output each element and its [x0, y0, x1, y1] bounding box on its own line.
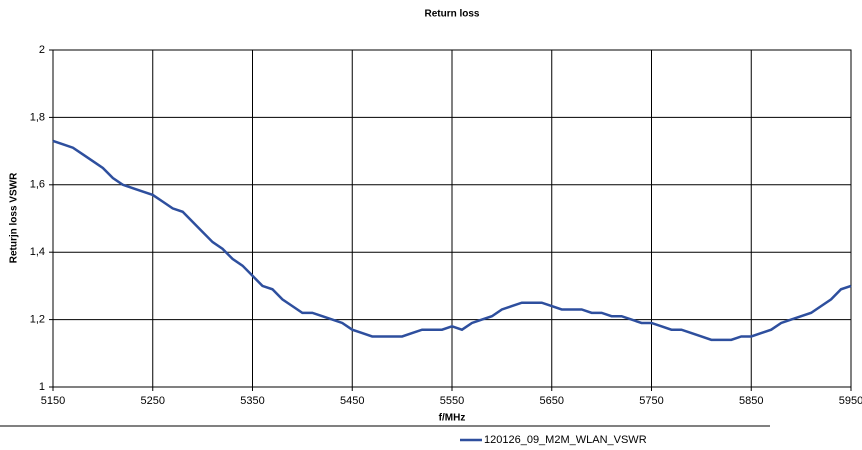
- x-tick-label: 5150: [41, 395, 65, 407]
- legend-label: 120126_09_M2M_WLAN_VSWR: [484, 434, 647, 446]
- x-tick-label: 5950: [839, 395, 862, 407]
- x-tick-label: 5250: [141, 395, 165, 407]
- x-tick-label: 5450: [340, 395, 364, 407]
- x-tick-label: 5850: [739, 395, 763, 407]
- y-tick-label: 1,4: [30, 246, 45, 258]
- y-tick-label: 1,2: [30, 314, 45, 326]
- y-tick-label: 2: [39, 44, 45, 56]
- y-tick-label: 1,8: [30, 111, 45, 123]
- data-line: [52, 139, 852, 342]
- plot-frame: [52, 49, 852, 388]
- x-tick-label: 5550: [440, 395, 464, 407]
- y-axis-label: Returjn loss VSWR: [9, 172, 20, 263]
- y-tick-label: 1,6: [30, 179, 45, 191]
- chart-title: Return loss: [424, 9, 479, 20]
- y-tick-label: 1: [39, 381, 45, 393]
- x-tick-label: 5650: [540, 395, 564, 407]
- x-tick-label: 5350: [240, 395, 264, 407]
- x-axis-label: f/MHz: [439, 413, 466, 424]
- x-tick-label: 5750: [639, 395, 663, 407]
